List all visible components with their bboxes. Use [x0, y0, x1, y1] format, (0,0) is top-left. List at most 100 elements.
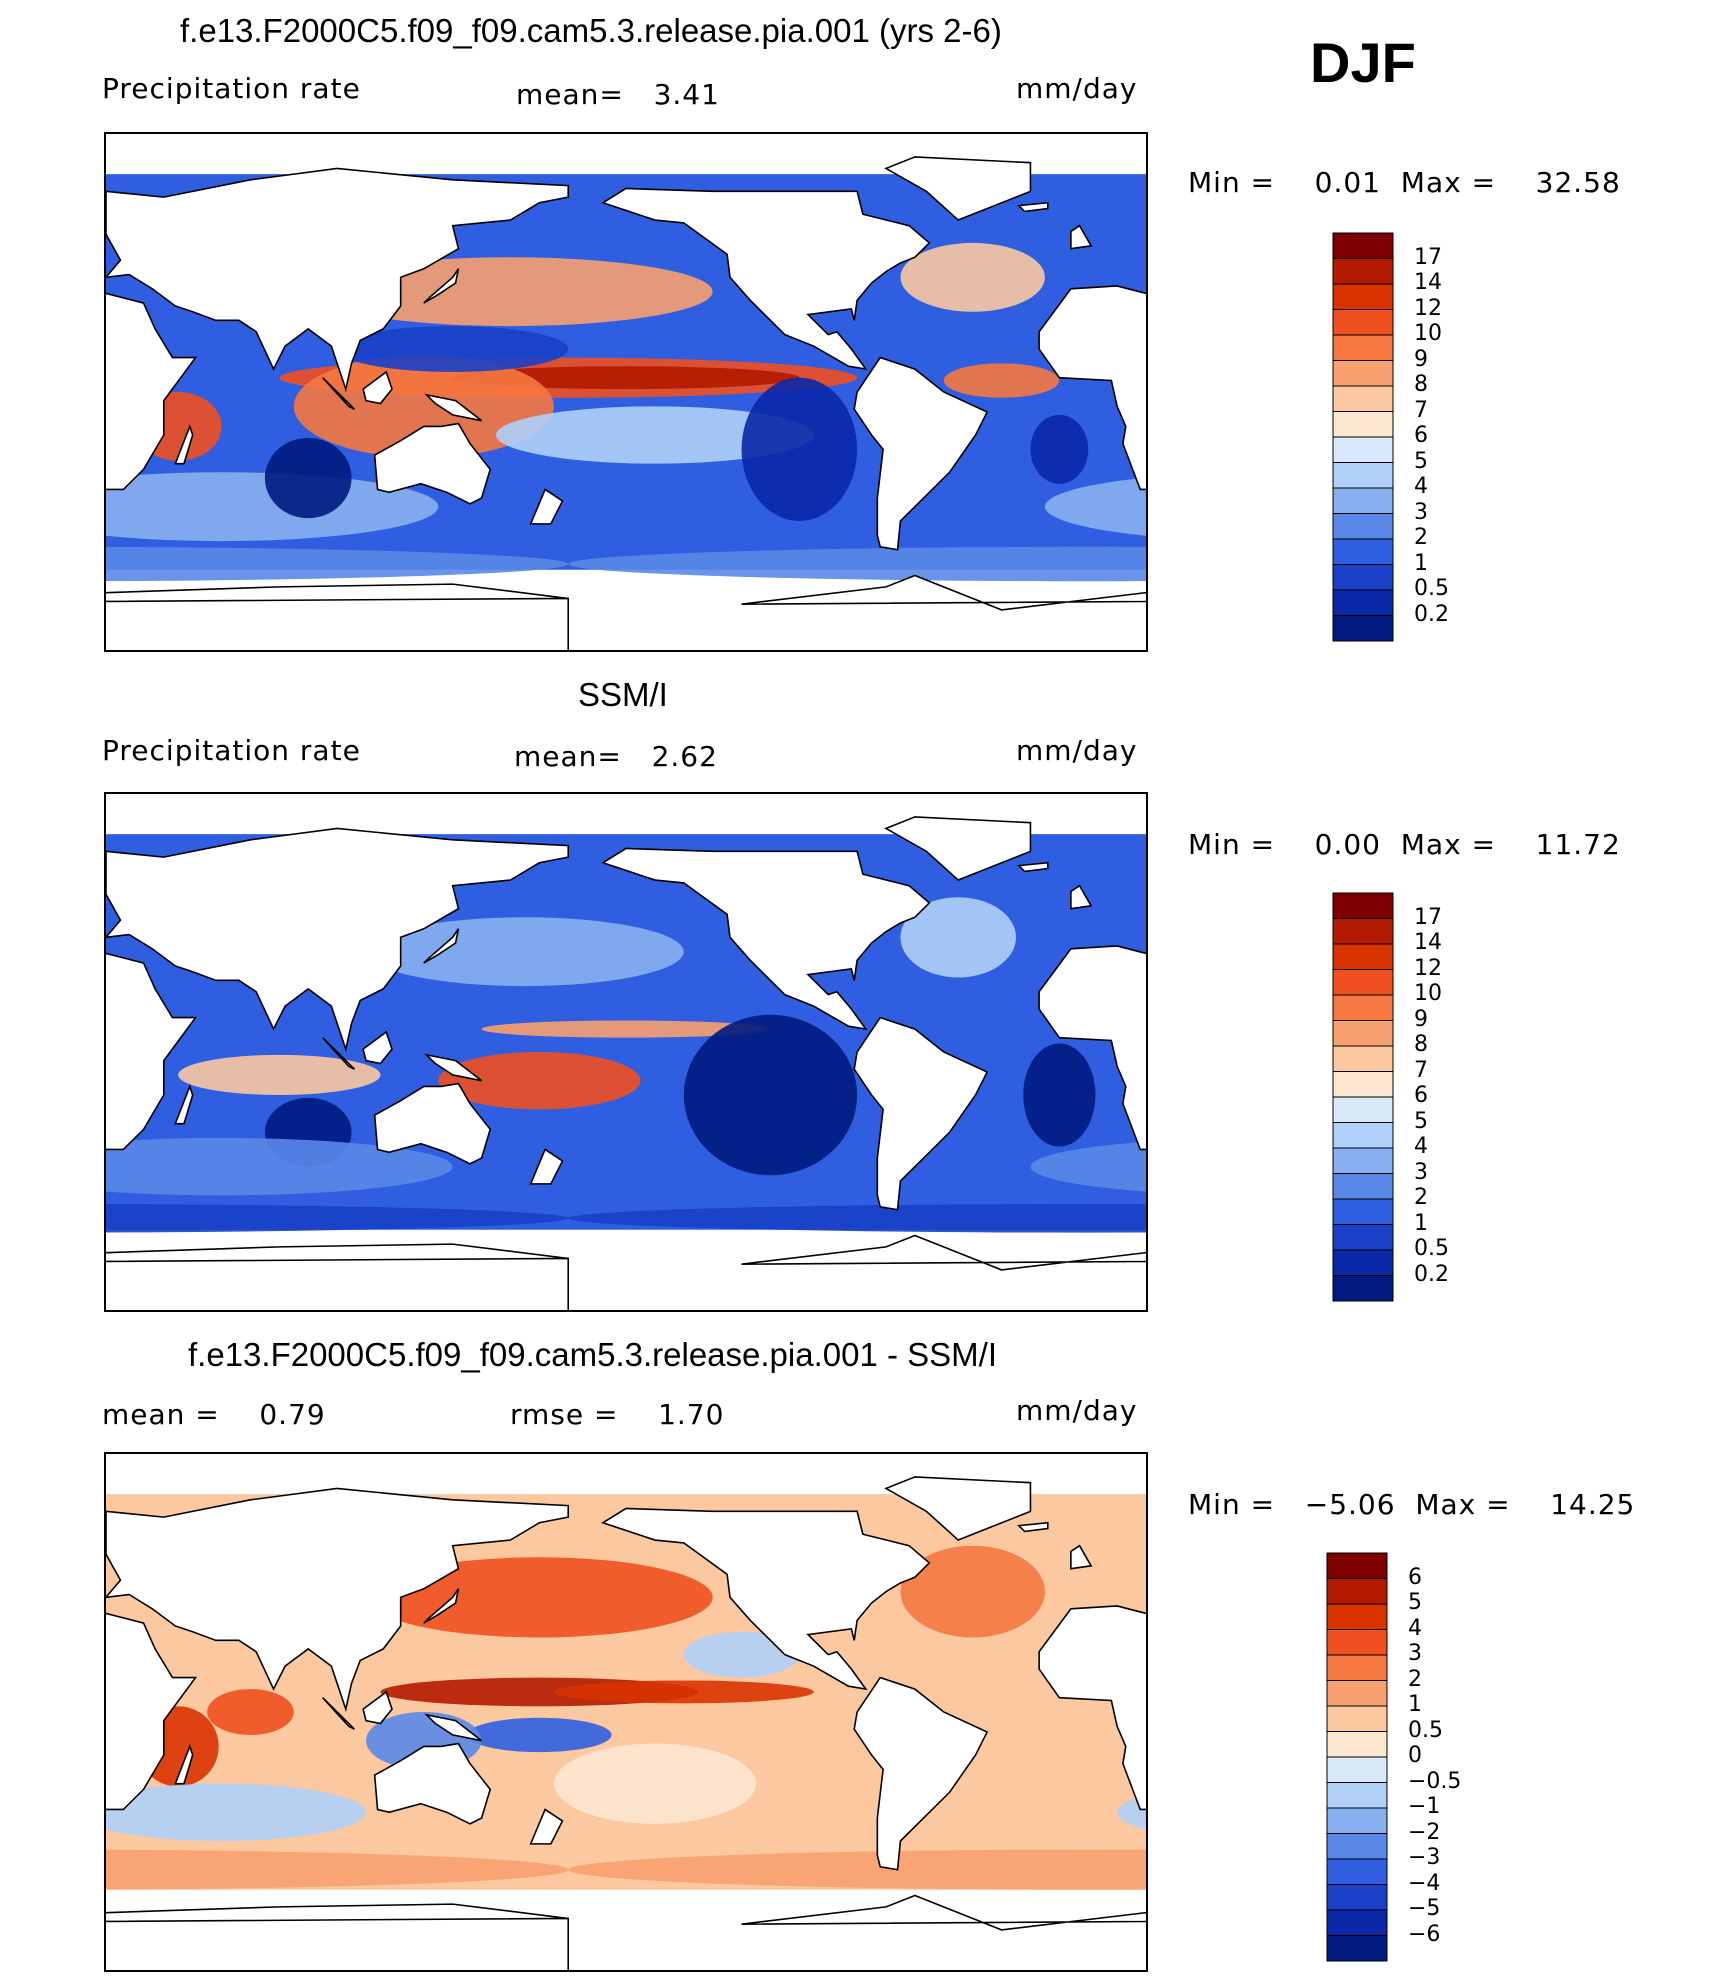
colorbar-swatch	[1326, 1807, 1388, 1834]
land-mass	[373, 1082, 492, 1165]
field-region	[106, 546, 569, 582]
field-region	[683, 1014, 858, 1176]
colorbar-swatch	[1326, 1935, 1388, 1962]
colorbar-tick-label: −1	[1408, 1794, 1441, 1819]
colorbar-swatch	[1332, 1275, 1394, 1302]
panel-3-units: mm/day	[1016, 1394, 1138, 1427]
land-mass	[106, 167, 570, 393]
land-mass	[853, 1676, 989, 1871]
colorbar-swatch	[1332, 892, 1394, 919]
land-mass	[362, 1030, 393, 1065]
colorbar-tick-label: −4	[1408, 1870, 1441, 1896]
colorbar-tick-label: 0.5	[1414, 1236, 1449, 1261]
land-mass	[174, 1744, 194, 1785]
colorbar-swatch	[1326, 1756, 1388, 1783]
colorbar-tick-label: 3	[1408, 1641, 1422, 1666]
land-mass	[1070, 1544, 1093, 1570]
colorbar-tick-label: 14	[1414, 930, 1442, 955]
colorbar-swatch	[1326, 1654, 1388, 1681]
panel-3-title: f.e13.F2000C5.f09_f09.cam5.3.release.pia…	[188, 1336, 997, 1373]
land-mass	[1038, 285, 1146, 491]
land-mass	[884, 156, 1032, 221]
land-mass	[423, 928, 460, 964]
colorbar-tick-label: 1	[1414, 550, 1428, 576]
colorbar-swatch	[1332, 615, 1394, 642]
land-mass	[424, 393, 483, 422]
colorbar-swatch	[1332, 1071, 1394, 1098]
colorbar-swatch	[1332, 487, 1394, 514]
field-region	[1044, 477, 1146, 536]
colorbar-tick-label: 7	[1414, 1057, 1428, 1083]
field-region	[568, 1203, 1146, 1233]
precip-colorbar-swatches	[1332, 232, 1394, 642]
panel-1-left-label: Precipitation rate	[102, 72, 361, 105]
colorbar-tick-label: 4	[1414, 1134, 1428, 1159]
field-region	[1030, 414, 1089, 484]
panel-2-left-label: Precipitation rate	[102, 734, 361, 767]
colorbar-tick-label: 0	[1408, 1743, 1422, 1768]
land-mass	[529, 488, 564, 525]
colorbar-tick-label: −0.5	[1408, 1768, 1462, 1794]
colorbar-swatch	[1326, 1909, 1388, 1936]
panel-1-colorbar: 17 14 12 10 9 8 7 6 5 4 3 2 1 0.5 0.2	[1332, 232, 1472, 644]
field-region	[467, 1717, 612, 1753]
colorbar-tick-label: 6	[1414, 423, 1428, 448]
colorbar-tick-label: −6	[1408, 1921, 1441, 1947]
colorbar-swatch	[1332, 232, 1394, 259]
colorbar-swatch	[1332, 918, 1394, 945]
field-region	[1030, 1141, 1146, 1192]
land-mass	[362, 370, 393, 405]
colorbar-swatch	[1332, 360, 1394, 387]
colorbar-tick-label: 5	[1414, 1108, 1428, 1134]
field-region	[293, 354, 554, 458]
colorbar-tick-label: 12	[1414, 295, 1442, 321]
panel-3-minmax: Min = −5.06 Max = 14.25	[1188, 1488, 1636, 1521]
land-mass	[106, 1243, 570, 1310]
colorbar-swatch	[1332, 1096, 1394, 1123]
panel-2-map	[104, 792, 1148, 1312]
land-mass	[853, 1016, 989, 1211]
colorbar-swatch	[1326, 1578, 1388, 1605]
land-mass	[106, 952, 198, 1151]
land-mass	[741, 1234, 1146, 1271]
colorbar-tick-label: 6	[1414, 1083, 1428, 1108]
land-mass	[1070, 884, 1093, 910]
colorbar-swatch	[1332, 994, 1394, 1021]
land-mass	[106, 583, 570, 650]
panel-2-center-label: mean= 2.62	[514, 740, 718, 773]
colorbar-tick-label: 2	[1414, 1185, 1428, 1210]
land-mass	[106, 1487, 570, 1713]
field-region	[207, 1689, 294, 1735]
panel-2-colorbar: 17 14 12 10 9 8 7 6 5 4 3 2 1 0.5 0.2	[1332, 892, 1472, 1304]
field-region	[106, 1204, 569, 1233]
colorbar-swatch	[1326, 1782, 1388, 1809]
field-region	[568, 546, 1146, 582]
field-region	[438, 1052, 641, 1110]
panel-1-center-label: mean= 3.41	[516, 78, 720, 111]
land-mass	[174, 424, 194, 465]
colorbar-tick-label: 8	[1414, 1032, 1428, 1057]
colorbar-tick-label: 17	[1414, 244, 1442, 270]
colorbar-swatch	[1332, 462, 1394, 489]
panel-1-minmax: Min = 0.01 Max = 32.58	[1188, 166, 1621, 199]
field-region	[106, 1783, 366, 1841]
land-mass	[1017, 861, 1049, 873]
field-region	[943, 363, 1060, 398]
land-mass	[423, 1588, 460, 1624]
panel-1-title: f.e13.F2000C5.f09_f09.cam5.3.release.pia…	[180, 12, 1002, 49]
colorbar-swatch	[1326, 1705, 1388, 1732]
land-mass	[322, 1697, 356, 1730]
colorbar-tick-label: 3	[1414, 1159, 1428, 1185]
land-mass	[322, 377, 356, 410]
colorbar-tick-label: 1	[1408, 1692, 1422, 1717]
colorbar-swatch	[1332, 969, 1394, 996]
colorbar-swatch	[1332, 538, 1394, 565]
colorbar-swatch	[1332, 309, 1394, 336]
field-region	[366, 917, 684, 987]
field-region	[1023, 1043, 1096, 1147]
colorbar-tick-label: 7	[1414, 397, 1428, 423]
panel-2-units: mm/day	[1016, 734, 1138, 767]
field-region	[264, 437, 352, 519]
colorbar-tick-label: 0.2	[1414, 601, 1449, 627]
land-mass	[884, 1476, 1032, 1541]
